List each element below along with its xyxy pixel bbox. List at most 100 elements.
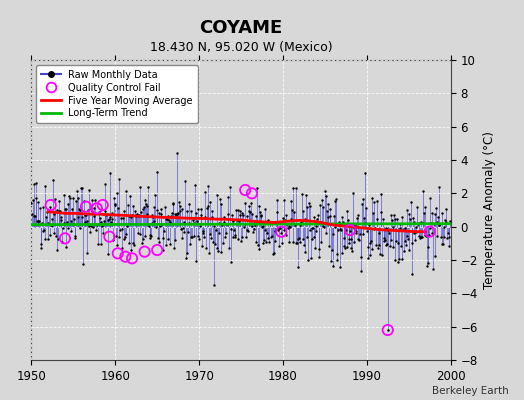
Point [226, 258, 235, 265]
Point [435, 222, 444, 228]
Point [193, 218, 201, 224]
Point [112, 232, 120, 239]
Point [187, 234, 195, 240]
Point [289, 185, 297, 192]
Point [82, 204, 90, 210]
Point [206, 198, 214, 205]
Point [163, 212, 172, 219]
Point [151, 192, 159, 198]
Point [241, 221, 249, 228]
Point [272, 218, 280, 225]
Point [334, 226, 342, 233]
Point [62, 206, 71, 212]
Point [291, 185, 300, 191]
Point [78, 184, 86, 191]
Point [169, 200, 178, 207]
Point [252, 239, 260, 245]
Point [96, 219, 105, 225]
Point [388, 217, 396, 223]
Point [120, 208, 128, 214]
Point [389, 224, 398, 230]
Point [253, 185, 261, 192]
Point [410, 219, 419, 225]
Point [127, 214, 136, 220]
Point [218, 222, 226, 228]
Point [171, 210, 180, 217]
Point [365, 222, 373, 228]
Point [332, 196, 340, 202]
Point [266, 220, 274, 226]
Point [234, 206, 243, 213]
Point [235, 217, 243, 224]
Point [88, 208, 96, 214]
Point [256, 209, 264, 216]
Point [214, 230, 223, 236]
Point [199, 230, 208, 236]
Point [423, 263, 431, 269]
Point [201, 189, 209, 196]
Point [427, 220, 435, 226]
Point [419, 220, 427, 227]
Point [36, 205, 44, 211]
Point [77, 185, 85, 191]
Point [189, 217, 197, 223]
Point [92, 220, 101, 227]
Point [155, 210, 163, 216]
Point [369, 210, 377, 216]
Point [340, 243, 348, 249]
Point [180, 219, 189, 225]
Point [353, 214, 361, 221]
Point [220, 214, 228, 220]
Point [39, 204, 48, 210]
Point [31, 180, 40, 186]
Point [285, 223, 293, 229]
Point [430, 221, 438, 228]
Point [231, 234, 239, 240]
Point [111, 202, 119, 208]
Point [215, 220, 224, 226]
Point [364, 255, 373, 262]
Point [325, 243, 333, 250]
Point [329, 230, 337, 237]
Point [337, 250, 346, 256]
Point [104, 250, 113, 257]
Point [172, 210, 180, 217]
Point [201, 214, 210, 220]
Point [267, 234, 275, 240]
Point [301, 249, 310, 256]
Point [368, 195, 377, 201]
Point [245, 208, 254, 215]
Point [82, 250, 91, 256]
Point [198, 243, 206, 250]
Point [103, 210, 111, 217]
Point [287, 198, 296, 204]
Point [140, 204, 148, 210]
Point [440, 224, 448, 230]
Point [222, 230, 231, 236]
Point [126, 193, 134, 199]
Point [319, 223, 327, 230]
Point [80, 198, 88, 205]
Point [227, 226, 235, 232]
Point [52, 207, 61, 214]
Point [221, 233, 229, 240]
Point [304, 256, 312, 263]
Point [214, 248, 222, 255]
Point [224, 194, 233, 200]
Point [48, 222, 57, 228]
Point [189, 220, 198, 226]
Point [61, 244, 70, 250]
Point [54, 235, 62, 242]
Point [186, 240, 194, 247]
Point [208, 208, 216, 214]
Point [262, 239, 270, 246]
Point [298, 208, 307, 214]
Point [444, 243, 453, 250]
Point [145, 223, 153, 229]
Point [235, 208, 244, 214]
Point [117, 214, 125, 221]
Point [203, 205, 211, 211]
Point [266, 220, 275, 226]
Point [248, 211, 256, 217]
Point [356, 231, 364, 237]
